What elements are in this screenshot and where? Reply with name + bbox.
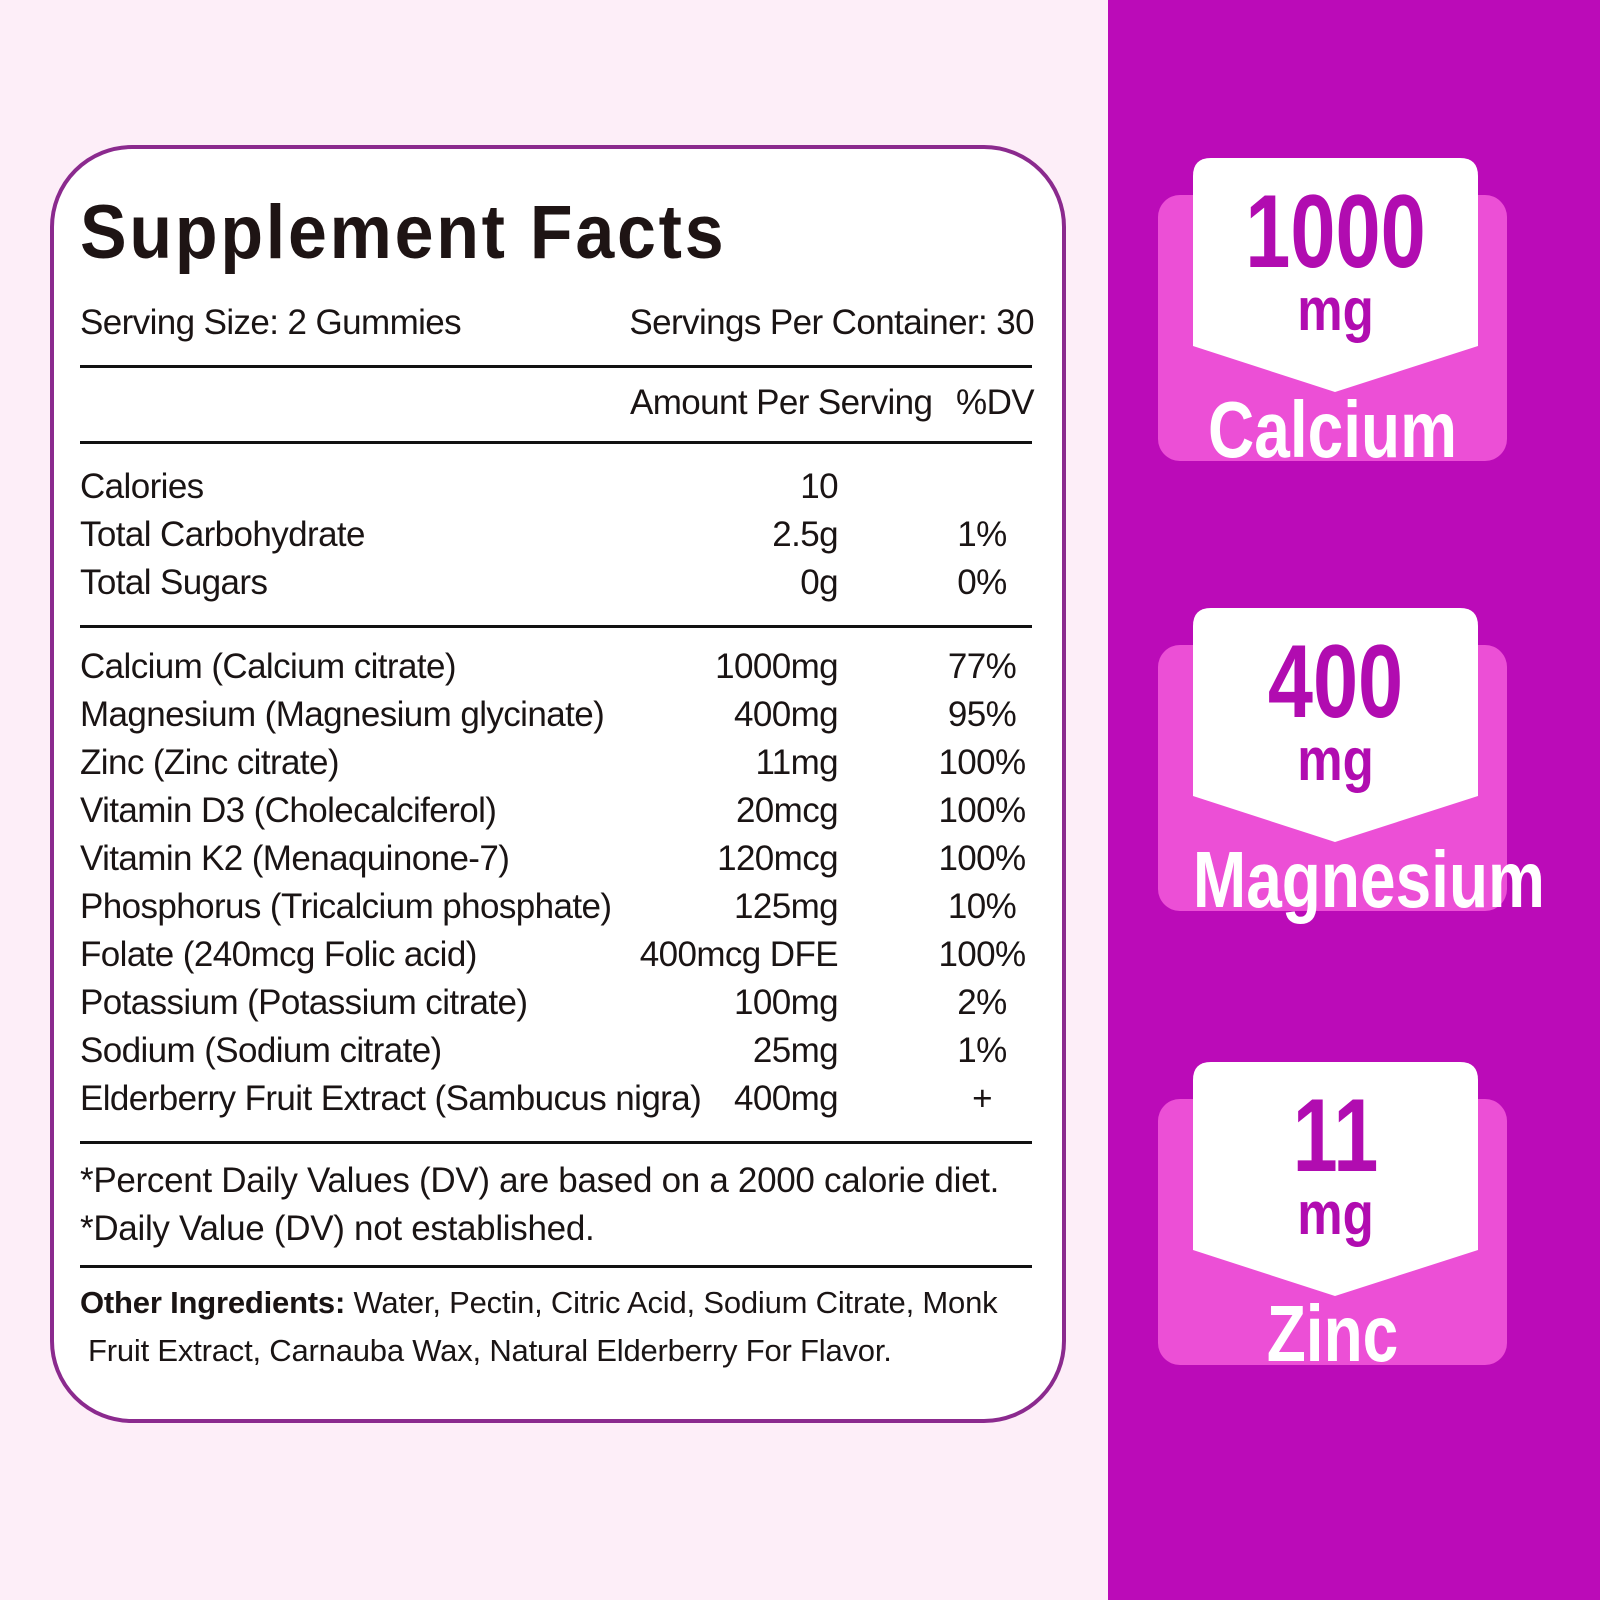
nutrient-row: Total Carbohydrate 2.5g 1% <box>80 515 1032 563</box>
badge-unit: mg <box>1297 1180 1374 1247</box>
badge-unit: mg <box>1297 726 1374 793</box>
nutrient-row: Elderberry Fruit Extract (Sambucus nigra… <box>80 1079 1032 1127</box>
nutrient-name: Potassium (Potassium citrate) <box>80 983 528 1022</box>
nutrient-name: Calories <box>80 467 204 506</box>
nutrient-name: Calcium (Calcium citrate) <box>80 647 457 686</box>
footnote-dv: *Percent Daily Values (DV) are based on … <box>80 1161 1000 1200</box>
nutrient-row: Vitamin K2 (Menaquinone-7) 120mcg 100% <box>80 839 1032 887</box>
nutrient-row: Magnesium (Magnesium glycinate) 400mg 95% <box>80 695 1032 743</box>
dv-header: %DV <box>956 383 1035 422</box>
other-ingredients-line-1: Water, Pectin, Citric Acid, Sodium Citra… <box>345 1285 998 1320</box>
nutrient-name: Total Sugars <box>80 563 268 602</box>
nutrient-row: Total Sugars 0g 0% <box>80 563 1032 611</box>
nutrient-row: Sodium (Sodium citrate) 25mg 1% <box>80 1031 1032 1079</box>
nutrient-name: Total Carbohydrate <box>80 515 366 554</box>
nutrient-dv: 100% <box>938 935 1026 974</box>
badge-label: Magnesium <box>1192 835 1545 924</box>
nutrient-dv: 2% <box>957 983 1007 1022</box>
badge-calcium: 1000 mg Calcium <box>1158 158 1507 470</box>
badge-value: 11 <box>1292 1078 1379 1194</box>
nutrient-row: Folate (240mcg Folic acid) 400mcg DFE 100% <box>80 935 1032 983</box>
nutrient-amount: 10 <box>800 467 838 506</box>
facts-title: Supplement Facts <box>80 190 727 275</box>
nutrient-row: Calories 10 <box>80 467 1032 515</box>
nutrient-dv: 0% <box>957 563 1007 602</box>
supplement-facts-panel: Supplement Facts Serving Size: 2 Gummies… <box>50 145 1066 1423</box>
nutrient-amount: 20mcg <box>735 791 839 830</box>
nutrient-dv: 100% <box>938 791 1026 830</box>
nutrient-dv: 100% <box>938 839 1026 878</box>
badge-unit: mg <box>1297 276 1374 343</box>
tag-shape <box>1193 1062 1478 1296</box>
divider <box>80 365 1032 368</box>
nutrient-name: Vitamin K2 (Menaquinone-7) <box>80 839 510 878</box>
nutrient-name: Vitamin D3 (Cholecalciferol) <box>80 791 497 830</box>
nutrient-dv: 100% <box>938 743 1026 782</box>
nutrient-name: Sodium (Sodium citrate) <box>80 1031 442 1070</box>
nutrient-name: Zinc (Zinc citrate) <box>80 743 340 782</box>
other-ingredients-line-2: Fruit Extract, Carnauba Wax, Natural Eld… <box>88 1333 892 1368</box>
nutrient-amount: 2.5g <box>772 515 838 554</box>
serving-size: Serving Size: 2 Gummies <box>80 303 462 342</box>
badge-label: Zinc <box>1266 1289 1399 1378</box>
nutrient-dv: + <box>972 1079 992 1118</box>
nutrient-amount: 400mg <box>733 695 839 734</box>
tag-shape <box>1193 158 1478 392</box>
divider <box>80 1141 1032 1144</box>
nutrient-amount: 25mg <box>752 1031 839 1070</box>
nutrient-name: Folate (240mcg Folic acid) <box>80 935 477 974</box>
nutrient-row: Phosphorus (Tricalcium phosphate) 125mg 10… <box>80 887 1032 935</box>
servings-per-container: Servings Per Container: 30 <box>629 303 1034 342</box>
nutrient-name: Elderberry Fruit Extract (Sambucus nigra… <box>80 1079 702 1118</box>
other-ingredients: Other Ingredients: Water, Pectin, Citric… <box>80 1285 998 1321</box>
divider <box>80 1265 1032 1268</box>
tag-shape <box>1193 608 1478 842</box>
amount-header: Amount Per Serving <box>630 383 933 422</box>
divider <box>80 441 1032 444</box>
nutrient-row: Potassium (Potassium citrate) 100mg 2% <box>80 983 1032 1031</box>
badge-magnesium: 400 mg Magnesium <box>1158 608 1545 920</box>
nutrient-amount: 400mcg DFE <box>639 935 839 974</box>
footnote-not-established: *Daily Value (DV) not established. <box>80 1209 595 1248</box>
nutrient-amount: 125mg <box>733 887 839 926</box>
divider <box>80 625 1032 628</box>
nutrient-amount: 120mcg <box>717 839 839 878</box>
nutrient-name: Magnesium (Magnesium glycinate) <box>80 695 605 734</box>
nutrient-dv: 10% <box>947 887 1017 926</box>
nutrient-amount: 1000mg <box>715 647 838 686</box>
nutrient-dv: 1% <box>957 1031 1007 1070</box>
nutrient-dv: 77% <box>947 647 1017 686</box>
badge-label: Calcium <box>1208 385 1457 474</box>
badge-zinc: 11 mg Zinc <box>1158 1062 1507 1374</box>
nutrient-dv: 1% <box>957 515 1007 554</box>
nutrient-row: Vitamin D3 (Cholecalciferol) 20mcg 100% <box>80 791 1032 839</box>
nutrient-amount: 400mg <box>733 1079 839 1118</box>
badge-value: 400 <box>1267 624 1404 740</box>
nutrient-dv: 95% <box>947 695 1017 734</box>
nutrient-row: Calcium (Calcium citrate) 1000mg 77% <box>80 647 1032 695</box>
other-ingredients-label: Other Ingredients: <box>80 1285 346 1320</box>
nutrient-amount: 0g <box>800 563 838 602</box>
nutrient-amount: 11mg <box>755 743 838 782</box>
nutrient-name: Phosphorus (Tricalcium phosphate) <box>80 887 612 926</box>
badge-value: 1000 <box>1245 174 1426 290</box>
nutrient-amount: 100mg <box>733 983 839 1022</box>
nutrient-row: Zinc (Zinc citrate) 11mg 100% <box>80 743 1032 791</box>
